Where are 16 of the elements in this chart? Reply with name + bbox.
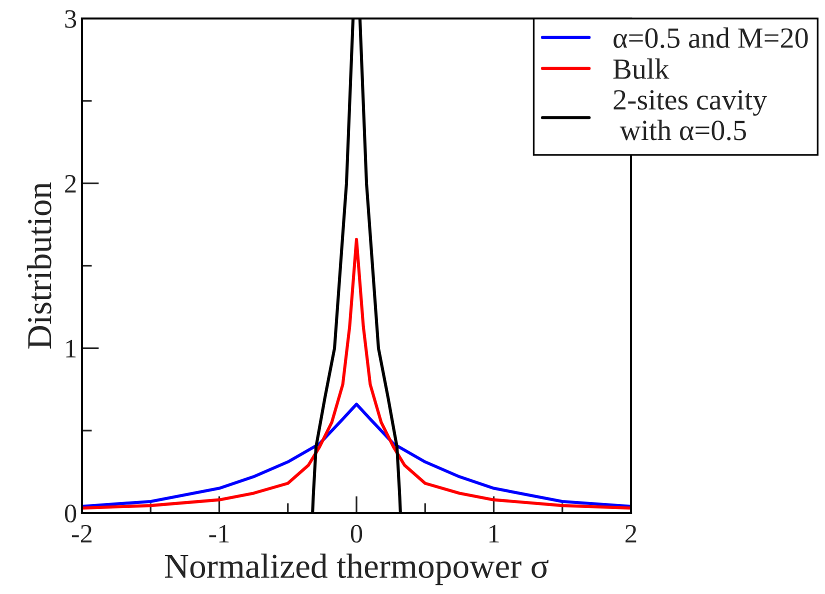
y-tick-label: 3 [65,10,76,28]
x-tick-label: -2 [72,524,92,542]
y-tick-label: 0 [64,504,76,522]
legend-label: Bulk [613,58,670,79]
x-axis-title: Normalized thermopower σ [164,554,549,586]
line-series [82,402,631,508]
legend-label: 2-sites cavity with α=0.5 [614,90,768,140]
x-tick-label: -1 [209,525,229,542]
x-tick-label: 1 [489,525,499,542]
y-tick-label: 1 [66,340,76,358]
y-tick-label: 2 [65,175,76,192]
line-series [82,238,631,510]
legend-label: α=0.5 and M=20 [614,27,808,48]
x-tick-label: 0 [350,524,362,543]
y-axis-title: Distribution [26,182,52,349]
x-tick-label: 2 [626,524,636,542]
